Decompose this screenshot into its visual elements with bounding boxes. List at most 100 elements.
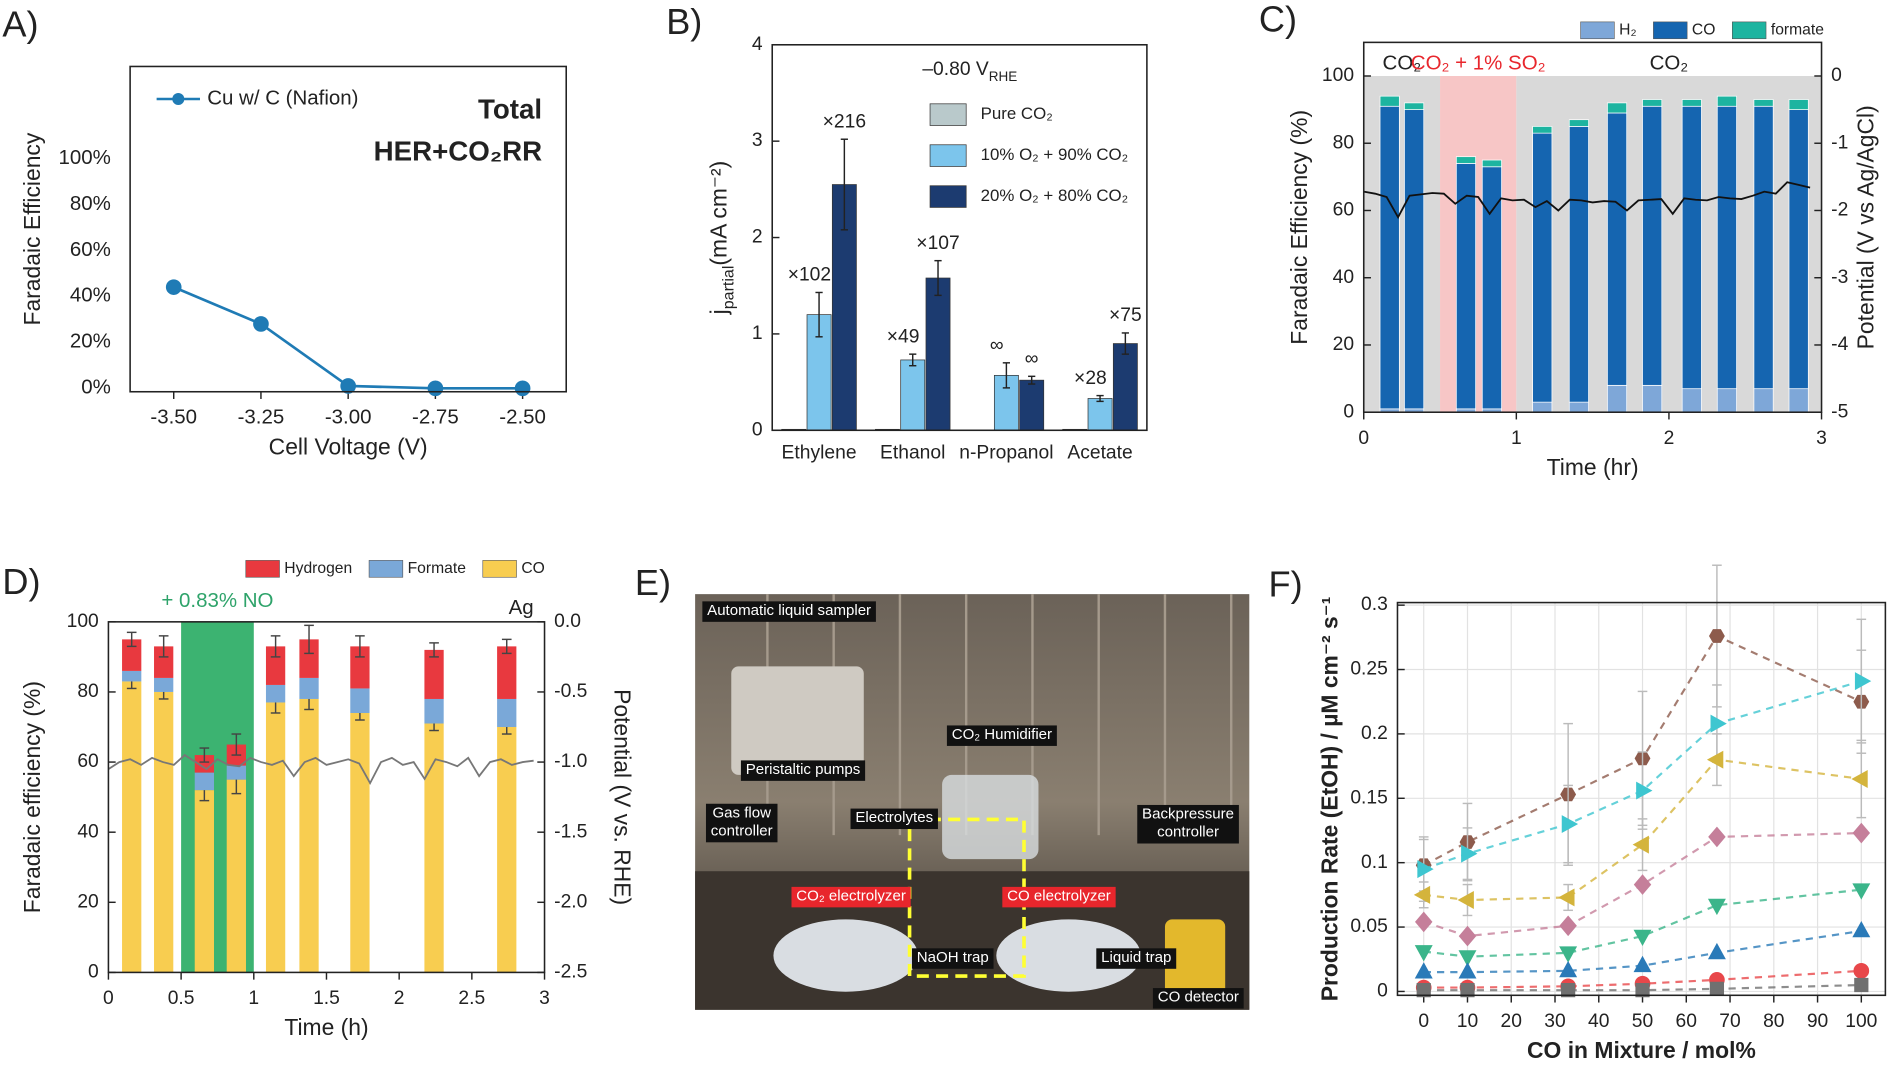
bar-segment [1642, 105, 1663, 386]
legend-label: Formate [408, 560, 467, 577]
bar-segment [299, 677, 319, 699]
bar-segment [1642, 99, 1663, 107]
y2-tick-label: -1.0 [554, 751, 587, 772]
label-box [1152, 988, 1244, 1009]
bar-segment [1716, 105, 1737, 390]
marker [1707, 898, 1726, 916]
y-axis-label-part: j [705, 309, 731, 315]
bar-segment [1753, 388, 1774, 413]
legend-label: CO [521, 560, 544, 577]
bar-segment [1379, 95, 1400, 107]
y-tick-label: 60 [1333, 200, 1354, 221]
marker [1558, 888, 1575, 907]
y2-tick-label: -2.5 [554, 962, 587, 983]
x-tick-label: 10 [1457, 1011, 1478, 1032]
y-tick-label: 20% [70, 330, 111, 353]
photo-label: Automatic liquid sampler [707, 602, 871, 619]
bar-segment [1753, 105, 1774, 390]
panel-label: D) [2, 561, 40, 602]
y2-tick-label: 0 [1831, 65, 1842, 86]
legend-swatch [929, 144, 967, 167]
y2-tick-label: -2.0 [554, 891, 587, 912]
annotation: HER+CO₂RR [374, 136, 542, 167]
photo-stirrer [996, 919, 1141, 992]
photo-label: Electrolytes [855, 809, 933, 826]
photo-label: controller [711, 822, 773, 839]
bar-segment [1568, 126, 1589, 403]
y-axis-label-part: partial [720, 266, 738, 310]
data-label: ×216 [823, 111, 866, 132]
marker [165, 279, 182, 295]
photo-label: Peristaltic pumps [746, 761, 861, 778]
bar-segment [194, 755, 215, 773]
bar-segment [122, 681, 142, 973]
y-tick-label: 0.2 [1361, 723, 1388, 744]
x-tick-label: 2 [394, 988, 405, 1009]
y-tick-label: 2 [752, 227, 763, 248]
x-tick-label: 1.5 [313, 988, 340, 1009]
x-tick-label: 40 [1588, 1011, 1609, 1032]
photo-label: CO electrolyzer [1007, 887, 1111, 904]
y2-tick-label: -3 [1831, 267, 1848, 288]
x-axis-label: Time (h) [284, 1014, 368, 1040]
data-label: ×75 [1109, 305, 1142, 326]
potential-line [1363, 181, 1811, 220]
label-box [791, 886, 911, 908]
marker [1559, 960, 1578, 978]
legend-label: Hydrogen [284, 560, 352, 577]
marker [1854, 672, 1872, 691]
photo-label: CO₂ Humidifier [952, 726, 1052, 743]
x-axis-label: Cell Voltage (V) [269, 433, 428, 459]
label-box [911, 948, 994, 969]
y-tick-label: 100% [58, 146, 110, 169]
x-tick-label: -3.50 [150, 406, 197, 429]
y-tick-label: 3 [752, 130, 763, 151]
y-tick-label: 0.25 [1350, 659, 1388, 680]
series-line [1423, 680, 1862, 871]
y-tick-label: 80% [70, 192, 111, 215]
marker [1413, 885, 1431, 904]
x-tick-label: 2 [1664, 428, 1675, 449]
series-line [1423, 758, 1862, 902]
bar-segment [154, 677, 174, 692]
x-tick-label: n-Propanol [959, 442, 1053, 463]
bar-segment [1716, 95, 1737, 107]
bar-segment [1532, 126, 1553, 134]
legend-swatch [1731, 21, 1767, 40]
y2-tick-label: -2 [1831, 200, 1848, 221]
y-tick-label: 0 [1343, 401, 1354, 422]
marker [1707, 942, 1726, 960]
x-tick-label: 0.5 [168, 988, 195, 1009]
series-line [1423, 634, 1862, 867]
plot-frame [771, 43, 1148, 432]
series-line [1423, 831, 1862, 938]
bar-segment [497, 727, 517, 973]
bar-segment [1455, 156, 1476, 164]
bar-segment [1404, 109, 1425, 410]
marker [172, 92, 185, 106]
legend-swatch [368, 560, 404, 578]
y-tick-label: 60% [70, 238, 111, 261]
photo-label: Backpressure [1142, 806, 1234, 823]
annotation: Total [478, 93, 542, 124]
bar-segment [1681, 105, 1702, 390]
x-tick-label: 1 [1511, 428, 1522, 449]
region-label: + 0.83% NO [161, 589, 273, 612]
bar [1112, 343, 1138, 431]
bar-segment [1716, 388, 1737, 413]
bar-segment [1642, 384, 1663, 413]
bar-segment [497, 698, 517, 728]
x-tick-label: 50 [1632, 1011, 1653, 1032]
label-box [705, 803, 778, 843]
marker [1854, 977, 1869, 993]
bar-segment [1681, 388, 1702, 413]
marker [1851, 770, 1868, 788]
bar-segment [265, 702, 286, 973]
marker [1559, 946, 1578, 963]
photo-stirrer [773, 919, 918, 992]
series-line [1423, 929, 1862, 974]
marker [1414, 962, 1433, 979]
legend-swatch [1580, 21, 1615, 40]
legend-label: Pure CO₂ [981, 104, 1053, 123]
bar-segment [154, 646, 174, 678]
